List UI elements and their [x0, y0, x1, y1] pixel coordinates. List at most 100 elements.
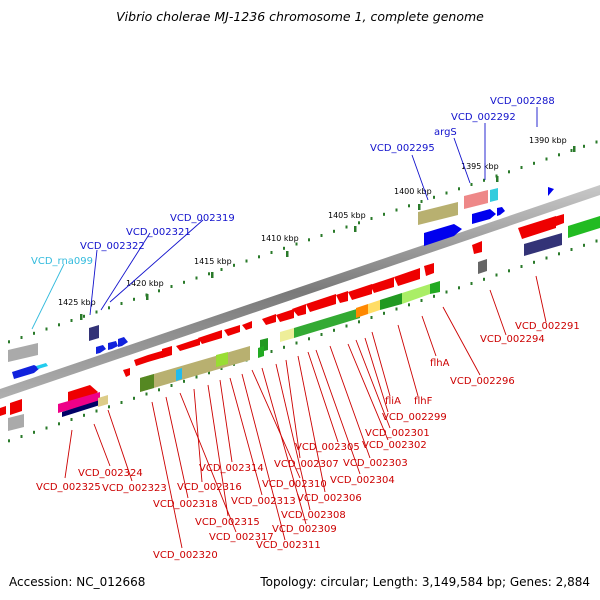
- tick-mark: [183, 280, 185, 284]
- label-vcd-002319[interactable]: VCD_002319: [170, 213, 235, 224]
- svg-text:1425 kbp: 1425 kbp: [58, 298, 96, 307]
- tick-mark: [158, 388, 160, 392]
- label-flia[interactable]: fliA: [385, 396, 401, 407]
- label-vcd-rna099[interactable]: VCD_rna099: [31, 256, 93, 267]
- tick-mark: [345, 324, 348, 328]
- tick-mark: [83, 413, 85, 417]
- label-vcd-002323[interactable]: VCD_002323: [102, 483, 167, 494]
- svg-text:1420 kbp: 1420 kbp: [126, 279, 164, 288]
- label-vcd-002303[interactable]: VCD_002303: [343, 458, 408, 469]
- label-vcd-002304[interactable]: VCD_002304: [330, 475, 395, 486]
- gene-arrow: [36, 363, 48, 369]
- tick-mark: [583, 243, 585, 247]
- tick-mark: [70, 319, 73, 322]
- tick-mark: [83, 314, 85, 318]
- tick-mark: [545, 256, 548, 260]
- track-reverse: [0, 346, 264, 431]
- label-vcd-002313[interactable]: VCD_002313: [231, 496, 296, 507]
- tick-mark: [220, 367, 223, 370]
- tick-mark: [445, 191, 448, 195]
- tick-mark: [195, 375, 198, 379]
- label-vcd-002307[interactable]: VCD_002307: [274, 459, 339, 470]
- tick-mark: [270, 251, 273, 254]
- scale-tick-1420: 1420 kbp: [126, 279, 164, 300]
- label-vcd-002288[interactable]: VCD_002288: [490, 96, 555, 107]
- tick-mark: [408, 204, 410, 208]
- tick-mark: [308, 337, 310, 341]
- tick-mark: [308, 238, 310, 242]
- label-vcd-002315[interactable]: VCD_002315: [195, 517, 260, 528]
- label-vcd-002295[interactable]: VCD_002295: [370, 143, 435, 154]
- label-vcd-002309[interactable]: VCD_002309: [272, 524, 337, 535]
- label-vcd-002296[interactable]: VCD_002296: [450, 376, 515, 387]
- gene-labels: VCD_002288 VCD_002292 argS VCD_002295 VC…: [31, 96, 580, 561]
- svg-text:1405 kbp: 1405 kbp: [328, 211, 366, 220]
- tick-mark: [533, 260, 535, 264]
- label-vcd-002311[interactable]: VCD_002311: [256, 540, 321, 551]
- tick-mark: [458, 286, 460, 290]
- label-vcd-002317[interactable]: VCD_002317: [209, 532, 274, 543]
- label-flhf[interactable]: flhF: [414, 396, 433, 407]
- gene-arrow: [12, 365, 40, 379]
- tick-mark: [170, 384, 173, 387]
- tick-mark: [20, 435, 23, 438]
- label-vcd-002291[interactable]: VCD_002291: [515, 321, 580, 332]
- tick-mark: [8, 439, 10, 443]
- callout-lines: [31, 107, 547, 549]
- tick-mark: [533, 161, 535, 165]
- tick-mark: [33, 430, 35, 434]
- tick-mark: [545, 157, 548, 161]
- tick-mark: [283, 345, 285, 349]
- label-vcd-002318[interactable]: VCD_002318: [153, 499, 218, 510]
- track-forward-outer: [8, 187, 554, 379]
- tick-mark: [183, 379, 185, 383]
- track-forward-inner: [134, 214, 600, 366]
- gene-block: [418, 202, 458, 225]
- label-flha[interactable]: flhA: [430, 358, 450, 369]
- label-vcd-002292[interactable]: VCD_002292: [451, 112, 516, 123]
- svg-text:1415 kbp: 1415 kbp: [194, 257, 232, 266]
- label-vcd-002294[interactable]: VCD_002294: [480, 334, 545, 345]
- tick-mark: [208, 272, 210, 276]
- label-vcd-002314[interactable]: VCD_002314: [199, 463, 264, 474]
- gene-block: [464, 190, 488, 209]
- tick-mark: [120, 401, 123, 404]
- label-vcd-002305[interactable]: VCD_002305: [295, 442, 360, 453]
- scale-tick-1410: 1410 kbp: [261, 234, 299, 257]
- tick-mark: [108, 405, 110, 409]
- feature-tracks: [0, 187, 600, 431]
- label-vcd-002320[interactable]: VCD_002320: [153, 550, 218, 561]
- label-vcd-002299[interactable]: VCD_002299: [382, 412, 447, 423]
- label-vcd-002325[interactable]: VCD_002325: [36, 482, 101, 493]
- label-vcd-002322[interactable]: VCD_002322: [80, 241, 145, 252]
- chromosome-backbone: [0, 185, 600, 399]
- tick-mark: [270, 350, 273, 353]
- tick-mark: [195, 276, 198, 280]
- scale-ticks: 1390 kbp 1395 kbp 1400 kbp 1405 kbp 1410…: [58, 136, 576, 320]
- label-vcd-002316[interactable]: VCD_002316: [177, 482, 242, 493]
- svg-text:1410 kbp: 1410 kbp: [261, 234, 299, 243]
- tick-mark: [258, 255, 260, 259]
- gene-block: [8, 343, 38, 362]
- gene-arrow: [424, 224, 462, 246]
- tick-mark: [58, 422, 60, 426]
- tick-mark: [395, 208, 398, 212]
- tick-mark: [358, 320, 360, 324]
- label-vcd-002301[interactable]: VCD_002301: [365, 428, 430, 439]
- svg-text:1400 kbp: 1400 kbp: [394, 187, 432, 196]
- label-args[interactable]: argS: [434, 127, 457, 138]
- scale-tick-1400: 1400 kbp: [394, 187, 432, 210]
- label-vcd-002324[interactable]: VCD_002324: [78, 468, 143, 479]
- tick-mark: [295, 242, 298, 246]
- label-vcd-002308[interactable]: VCD_002308: [281, 510, 346, 521]
- tick-mark: [420, 299, 423, 302]
- tick-mark: [220, 268, 223, 271]
- tick-mark: [208, 371, 210, 375]
- label-vcd-002306[interactable]: VCD_002306: [297, 493, 362, 504]
- tick-mark: [120, 302, 123, 305]
- tick-mark: [33, 331, 35, 335]
- tick-mark: [583, 144, 585, 148]
- label-vcd-002321[interactable]: VCD_002321: [126, 227, 191, 238]
- label-vcd-002302[interactable]: VCD_002302: [362, 440, 427, 451]
- label-vcd-002310[interactable]: VCD_002310: [262, 479, 327, 490]
